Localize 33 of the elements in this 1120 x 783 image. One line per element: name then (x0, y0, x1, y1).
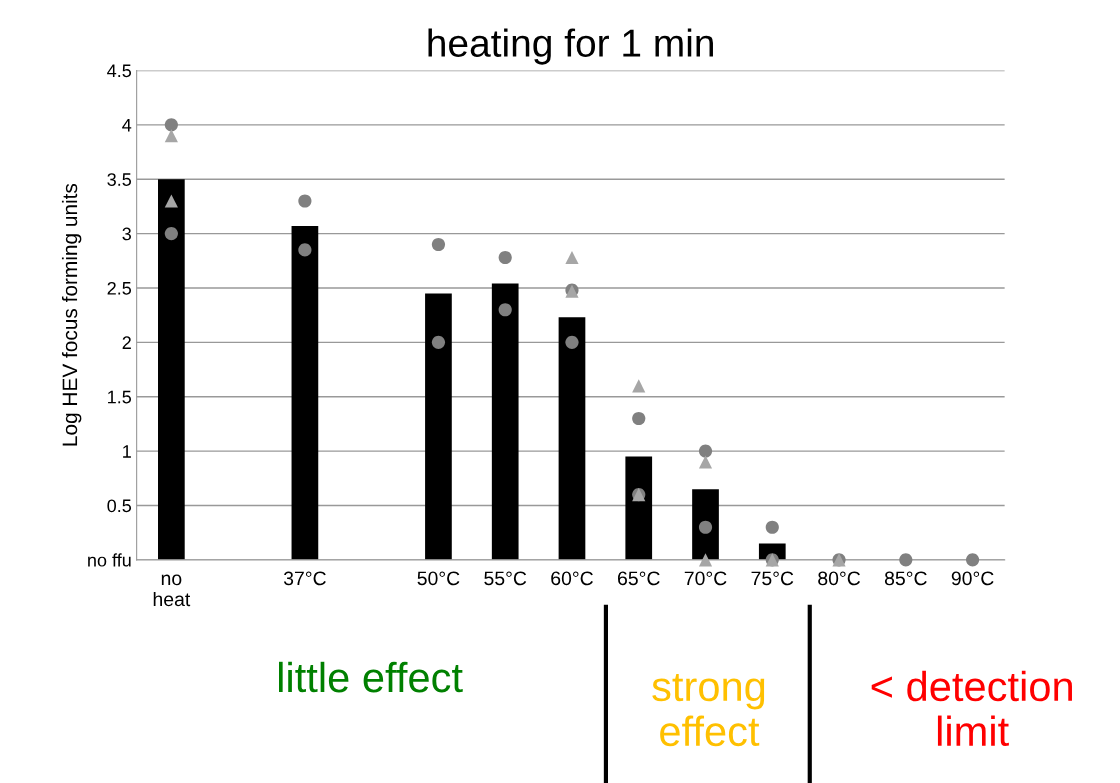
x-tick-label: 80°C (818, 571, 861, 586)
x-tick-label: 37°C (283, 571, 326, 586)
bar (692, 489, 719, 560)
bar (625, 456, 653, 560)
y-tick-label: 3 (122, 227, 131, 241)
y-tick-label: 1 (123, 445, 131, 458)
y-tick-label: 0.5 (107, 499, 132, 513)
x-tick-label: 90°C (951, 571, 994, 586)
x-tick-label: 65°C (618, 571, 660, 586)
y-axis-title: Log HEV focus forming units (61, 183, 82, 446)
y-tick-label: 1.5 (108, 390, 132, 404)
bar (158, 179, 185, 560)
text: < detection limit (871, 670, 1072, 747)
bar (558, 317, 586, 560)
x-tick-label: 50°C (417, 571, 460, 586)
chart-title: heating for 1 min (428, 28, 713, 65)
text: strong effect (652, 673, 765, 747)
y-tick-label: 4 (122, 118, 132, 132)
x-tick-label: 55°C (484, 571, 527, 586)
y-tick-label: 4.5 (107, 64, 132, 78)
y-tick-label: 2 (122, 336, 131, 349)
text: little effect (278, 661, 463, 693)
x-tick-label: no heat (153, 574, 191, 607)
x-tick-label: 85°C (884, 571, 927, 586)
bar (491, 283, 519, 560)
y-tick-label: 3.5 (107, 173, 132, 186)
y-tick-label: 2.5 (107, 281, 132, 295)
x-tick-label: 70°C (684, 571, 727, 586)
y-tick-label: no ffu (88, 553, 131, 567)
x-tick-label: 75°C (751, 571, 794, 586)
x-tick-label: 60°C (551, 571, 593, 586)
bar (425, 293, 452, 560)
bar (291, 225, 319, 560)
